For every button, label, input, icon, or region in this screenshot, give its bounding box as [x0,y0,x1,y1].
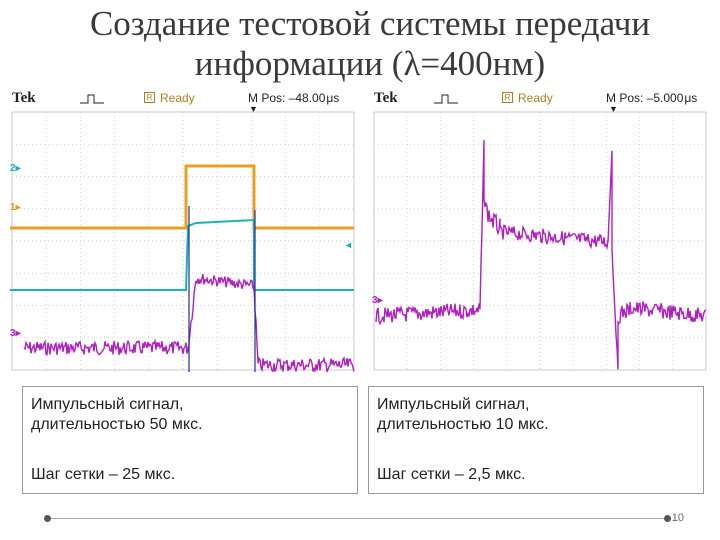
caption-left: Импульсный сигнал, длительностью 50 мкс.… [22,386,358,494]
ch2-trace [10,218,354,291]
status-box-icon: R [144,92,155,103]
scope-header-left: Tek R Ready M Pos: –48.00 μs ▼ [10,90,356,114]
slide-title: Создание тестовой системы передачи инфор… [60,4,680,84]
ch1-trace [10,164,354,230]
caption-right: Импульсный сигнал, длительностью 10 мкс.… [368,386,704,494]
trigger-position-marker-icon: ▼ [249,104,258,114]
m-pos-readout: M Pos: –5.000 μs [606,91,698,105]
trigger-icon [80,94,104,104]
caption-line: Шаг сетки – 25 мкс. [31,466,176,483]
title-line-2: информации (λ=400нм) [194,44,546,83]
ch1-marker: 1▸ [10,202,21,213]
ch2-marker: 2▸ [10,163,21,174]
scope-screen-right [373,111,707,371]
ch3-marker: 3▸ [10,328,21,339]
grid-left [11,111,355,371]
trigger-position-marker-icon: ▼ [609,104,618,114]
ch2-offset-marker: ◂ [346,240,352,251]
tek-logo: Tek [12,90,36,106]
m-pos-readout: M Pos: –48.00 μs [248,91,340,105]
page-number: 10 [671,512,684,524]
ch3-trace [23,274,355,372]
ready-status: Ready [160,91,195,105]
grid-right [373,111,707,371]
caption-line: длительностью 50 мкс. [31,416,203,433]
caption-line: длительностью 10 мкс. [377,416,549,433]
oscilloscope-left: Tek R Ready M Pos: –48.00 μs ▼ 2▸ 1▸ 3▸ … [10,90,356,372]
ch3-trace [375,140,707,370]
caption-line: Импульсный сигнал, [31,396,184,413]
ch3-marker: 3▸ [372,295,383,306]
ready-status: Ready [518,91,553,105]
title-line-1: Создание тестовой системы передачи [89,4,651,43]
footer-bullet-right [664,515,671,522]
status-box-icon: R [502,92,513,103]
scope-header-right: Tek R Ready M Pos: –5.000 μs ▼ [372,90,708,114]
trigger-icon [434,94,458,104]
caption-line: Шаг сетки – 2,5 мкс. [377,466,526,483]
footer-divider [48,518,668,519]
footer-bullet-left [44,515,51,522]
tek-logo: Tek [374,90,398,106]
caption-line: Импульсный сигнал, [377,396,530,413]
scope-screen-left [10,111,355,372]
oscilloscope-right: Tek R Ready M Pos: –5.000 μs ▼ 3▸ [372,90,708,372]
